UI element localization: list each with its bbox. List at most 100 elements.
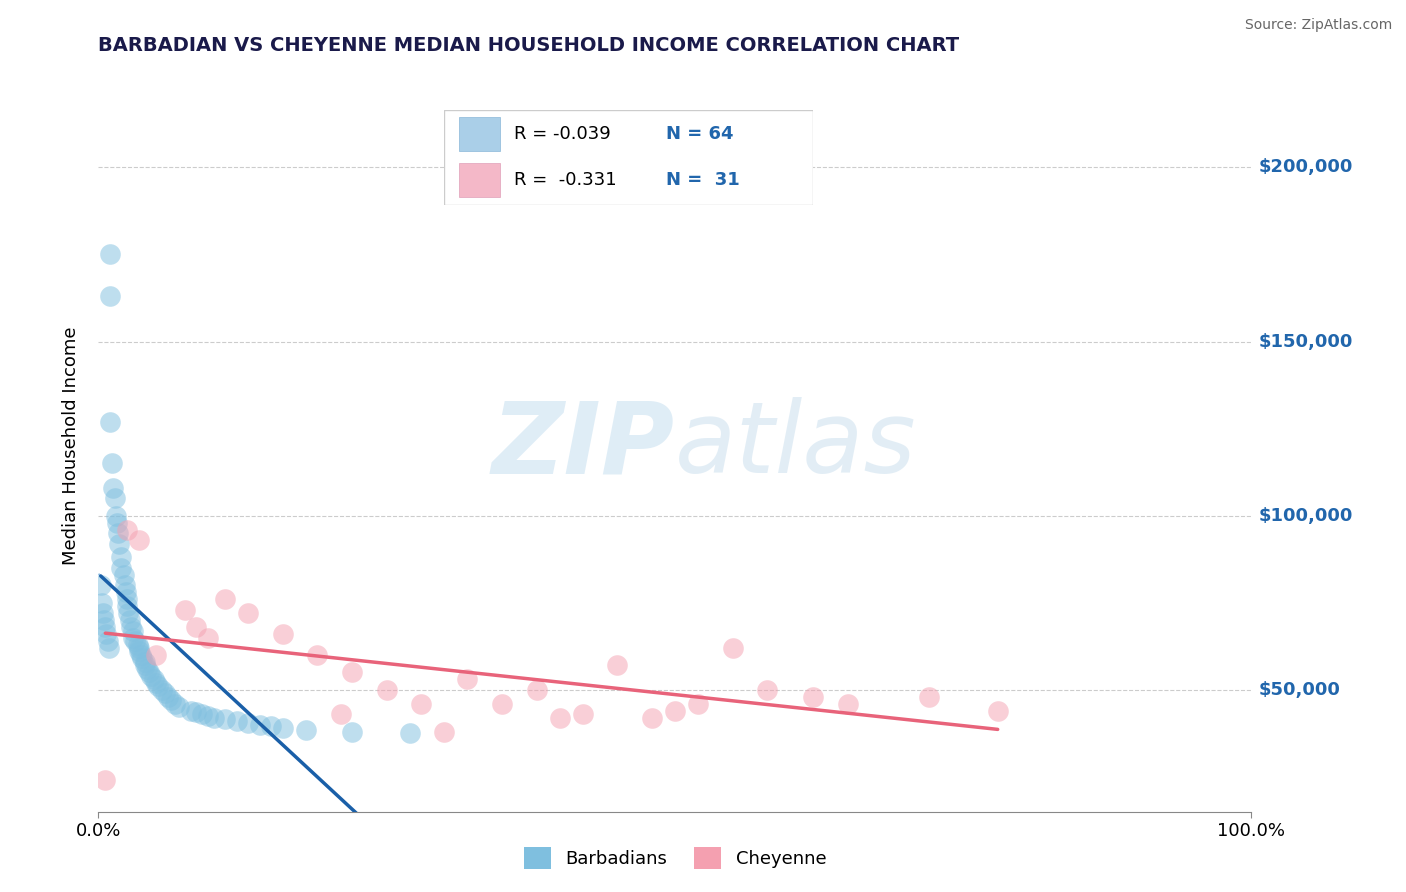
Text: ZIP: ZIP — [492, 398, 675, 494]
Point — [115, 585, 138, 599]
Point — [160, 693, 183, 707]
Point — [105, 516, 128, 530]
Point — [197, 631, 219, 645]
Point — [135, 662, 157, 676]
Point — [117, 599, 138, 614]
Text: R = -0.039: R = -0.039 — [515, 125, 612, 144]
Point — [238, 715, 260, 730]
Point — [249, 717, 271, 731]
Point — [117, 606, 139, 620]
Point — [307, 648, 329, 662]
Point — [142, 673, 165, 687]
Text: BARBADIAN VS CHEYENNE MEDIAN HOUSEHOLD INCOME CORRELATION CHART: BARBADIAN VS CHEYENNE MEDIAN HOUSEHOLD I… — [98, 36, 959, 54]
Point — [571, 707, 593, 722]
Point — [606, 658, 628, 673]
Point — [214, 592, 236, 607]
Point — [138, 665, 160, 680]
Text: Source: ZipAtlas.com: Source: ZipAtlas.com — [1244, 18, 1392, 32]
Text: $100,000: $100,000 — [1258, 507, 1353, 524]
Point — [225, 714, 247, 728]
Point — [94, 620, 117, 634]
Point — [238, 606, 260, 620]
Point — [491, 697, 513, 711]
Point — [721, 640, 744, 655]
Point — [124, 634, 146, 648]
Text: R =  -0.331: R = -0.331 — [515, 171, 617, 189]
Point — [167, 700, 190, 714]
Point — [134, 658, 156, 673]
Point — [117, 523, 138, 537]
FancyBboxPatch shape — [444, 110, 813, 204]
Point — [98, 247, 121, 261]
Bar — [458, 162, 499, 197]
Point — [129, 648, 152, 662]
Point — [122, 631, 145, 645]
Point — [128, 644, 150, 658]
Point — [128, 640, 150, 655]
Point — [340, 724, 363, 739]
Point — [375, 682, 398, 697]
Point — [101, 457, 124, 471]
Point — [96, 627, 118, 641]
Point — [114, 578, 136, 592]
Point — [97, 640, 120, 655]
Point — [150, 682, 173, 697]
Point — [90, 578, 112, 592]
Point — [180, 704, 202, 718]
Point — [271, 721, 294, 735]
Point — [117, 592, 138, 607]
Y-axis label: Median Household Income: Median Household Income — [62, 326, 80, 566]
Point — [128, 533, 150, 547]
Point — [214, 713, 236, 727]
Point — [987, 704, 1010, 718]
Point — [91, 606, 114, 620]
Point — [526, 682, 548, 697]
Point — [801, 690, 824, 704]
Point — [260, 719, 283, 733]
Point — [118, 613, 141, 627]
Point — [93, 613, 115, 627]
Point — [155, 686, 177, 700]
Point — [127, 638, 149, 652]
Text: N =  31: N = 31 — [665, 171, 740, 189]
Point — [110, 550, 132, 565]
Point — [548, 711, 571, 725]
Point — [329, 707, 352, 722]
Point — [103, 481, 125, 495]
Bar — [458, 117, 499, 152]
Point — [433, 724, 456, 739]
Point — [174, 603, 197, 617]
Point — [110, 561, 132, 575]
Point — [295, 723, 318, 737]
Point — [398, 726, 420, 740]
Point — [107, 526, 129, 541]
Point — [98, 289, 121, 303]
Point — [94, 773, 117, 788]
Point — [186, 706, 208, 720]
Point — [90, 596, 112, 610]
Text: atlas: atlas — [675, 398, 917, 494]
Point — [131, 651, 153, 665]
Point — [917, 690, 939, 704]
Text: $50,000: $50,000 — [1258, 681, 1340, 698]
Text: $200,000: $200,000 — [1258, 159, 1353, 177]
Point — [202, 711, 225, 725]
Point — [271, 627, 294, 641]
Point — [156, 690, 179, 704]
Point — [340, 665, 363, 680]
Point — [122, 624, 145, 638]
Point — [686, 697, 709, 711]
Point — [108, 536, 131, 550]
Point — [641, 711, 664, 725]
Point — [104, 508, 127, 523]
Point — [191, 707, 214, 722]
Point — [163, 697, 186, 711]
Point — [186, 620, 208, 634]
Point — [112, 567, 135, 582]
Legend: Barbadians, Cheyenne: Barbadians, Cheyenne — [516, 839, 834, 876]
Point — [837, 697, 859, 711]
Text: $150,000: $150,000 — [1258, 333, 1353, 351]
Point — [103, 491, 125, 506]
Point — [134, 655, 156, 669]
Text: N = 64: N = 64 — [665, 125, 733, 144]
